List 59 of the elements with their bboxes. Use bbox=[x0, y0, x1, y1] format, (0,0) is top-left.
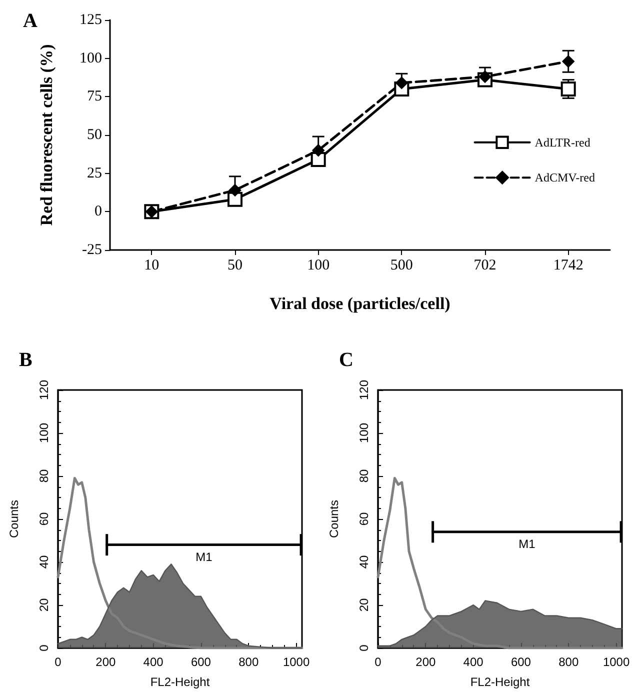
series-label: M1 bbox=[196, 550, 213, 564]
legend-label: AdCMV-red bbox=[534, 170, 596, 185]
y-tick-label: 40 bbox=[37, 555, 51, 569]
x-tick-label: 1742 bbox=[553, 258, 584, 274]
y-tick-label: 100 bbox=[80, 50, 102, 66]
y-tick-label: 0 bbox=[37, 644, 51, 652]
x-tick-label: 400 bbox=[143, 655, 164, 669]
y-tick-label: 40 bbox=[357, 555, 371, 569]
y-tick-label: 80 bbox=[37, 469, 51, 483]
point bbox=[229, 184, 241, 196]
y-tick-label: 60 bbox=[37, 512, 51, 526]
x-tick-label: 200 bbox=[416, 655, 436, 669]
x-tick-label: 702 bbox=[474, 258, 496, 274]
y-tick-label: 60 bbox=[357, 512, 371, 526]
x-tick-label: 1000 bbox=[282, 655, 310, 669]
y-tick-label: 0 bbox=[94, 204, 102, 220]
y-tick-label: 100 bbox=[37, 422, 51, 444]
point bbox=[562, 55, 574, 68]
x-tick-label: 600 bbox=[510, 655, 532, 669]
y-tick-label: 120 bbox=[357, 380, 371, 400]
chart-title: A bbox=[23, 10, 38, 32]
x-axis-title: FL2-Height bbox=[470, 675, 530, 689]
y-axis-title: Counts bbox=[7, 500, 21, 538]
x-tick-label: 10 bbox=[144, 258, 160, 274]
y-tick-label: 0 bbox=[357, 644, 371, 652]
x-tick-label: 50 bbox=[228, 258, 242, 274]
x-tick-label: 0 bbox=[54, 655, 62, 669]
point bbox=[312, 144, 324, 156]
series-label: M1 bbox=[518, 536, 536, 551]
x-tick-label: 400 bbox=[463, 655, 484, 669]
point bbox=[479, 70, 491, 83]
y-tick-label: 125 bbox=[80, 12, 102, 28]
x-tick-label: 800 bbox=[238, 655, 259, 669]
y-tick-label: 80 bbox=[357, 469, 371, 483]
chart-title: B bbox=[19, 349, 32, 371]
y-tick-label: -25 bbox=[82, 242, 102, 258]
y-tick-label: 75 bbox=[87, 88, 102, 105]
x-tick-label: 200 bbox=[96, 655, 116, 669]
y-tick-label: 20 bbox=[37, 598, 51, 612]
x-tick-label: 600 bbox=[190, 655, 212, 669]
y-tick-label: 50 bbox=[87, 127, 102, 143]
point bbox=[396, 76, 408, 89]
y-tick-label: 100 bbox=[357, 422, 371, 444]
x-tick-label: 500 bbox=[390, 258, 413, 274]
chart-title: C bbox=[339, 349, 354, 371]
y-tick-label: 120 bbox=[37, 380, 51, 400]
x-axis-title: Viral dose (particles/cell) bbox=[270, 294, 450, 313]
point bbox=[310, 152, 326, 168]
point bbox=[228, 192, 242, 207]
x-tick-label: 800 bbox=[558, 655, 579, 669]
x-axis-title: FL2-Height bbox=[150, 675, 210, 689]
y-tick-label: 20 bbox=[357, 598, 371, 612]
y-tick-label: 25 bbox=[87, 165, 102, 182]
y-axis-title: Red fluorescent cells (%) bbox=[37, 44, 56, 226]
y-axis-title: Counts bbox=[327, 500, 341, 538]
x-tick-label: 0 bbox=[374, 655, 382, 669]
legend-label: AdLTR-red bbox=[534, 135, 590, 150]
x-tick-label: 100 bbox=[307, 258, 330, 274]
x-tick-label: 1000 bbox=[602, 655, 630, 669]
